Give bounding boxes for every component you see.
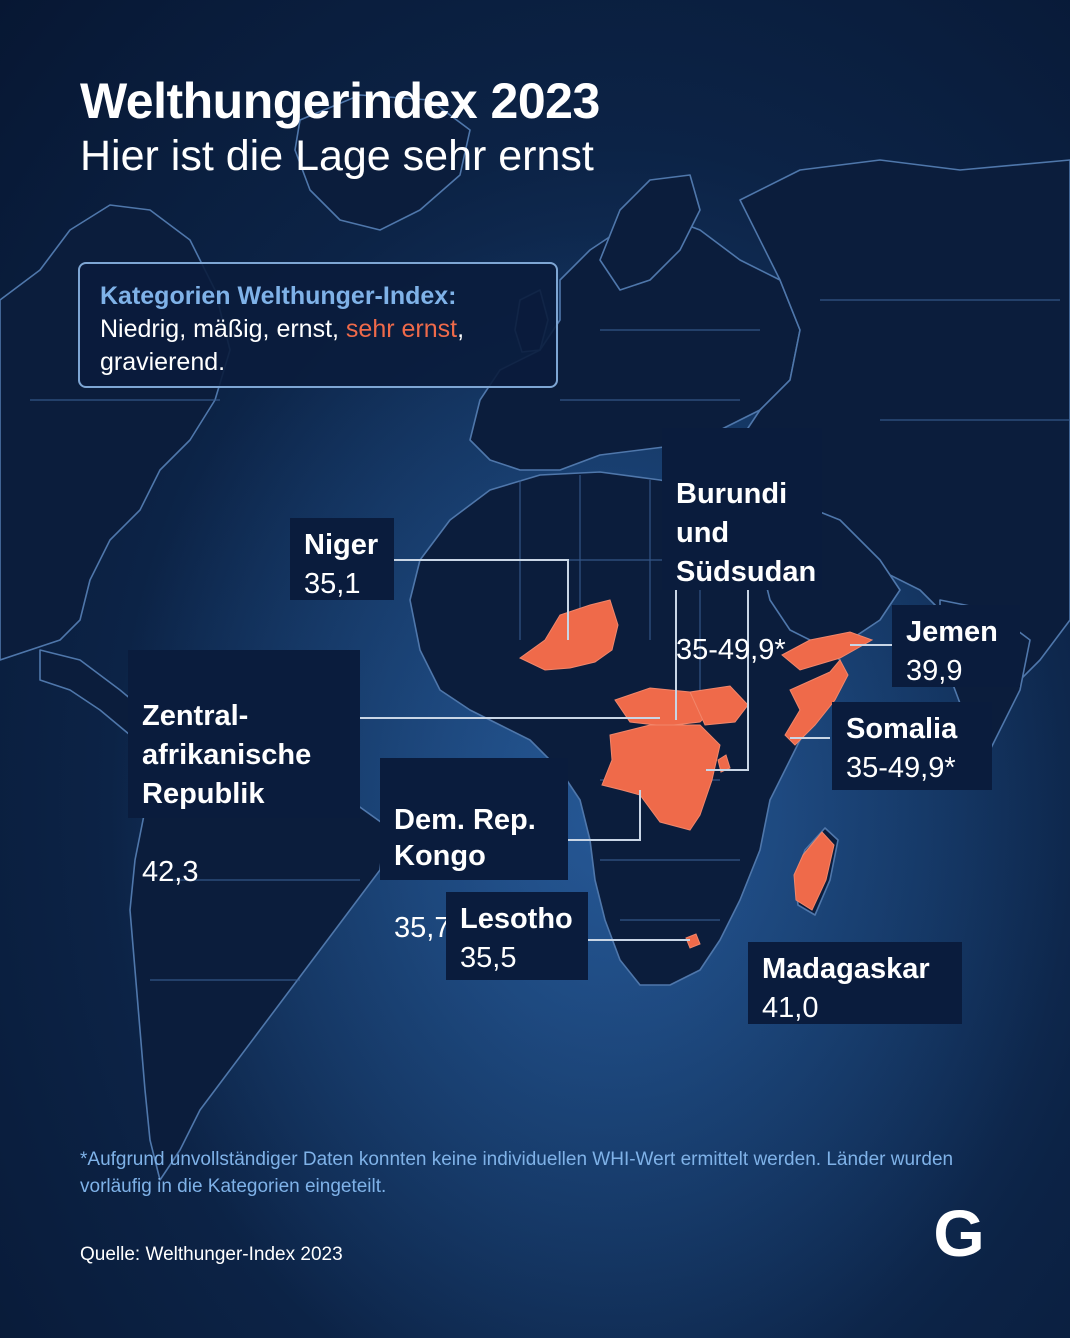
country-name: Madagaskar <box>762 953 930 985</box>
land-asia <box>739 159 1070 691</box>
legend-line-2: gravierend. <box>100 348 226 376</box>
label-somalia: Somalia 35-49,9* <box>832 702 992 790</box>
country-value: 35-49,9* <box>846 752 956 784</box>
legend-comma: , <box>457 315 465 343</box>
country-value: 35-49,9* <box>676 634 786 666</box>
country-lesotho <box>685 933 701 949</box>
label-jemen: Jemen 39,9 <box>892 605 1020 687</box>
footnote: *Aufgrund unvollständiger Daten konnten … <box>80 1149 954 1197</box>
country-south-sudan <box>689 685 749 726</box>
land-greenland <box>294 94 471 231</box>
label-lesotho: Lesotho 35,5 <box>446 892 588 980</box>
country-borders <box>30 299 1070 981</box>
label-burundi-suedsudan: Burundi und Südsudan 35-49,9* <box>662 428 822 666</box>
country-name: Zentral- afrikanische Republik <box>142 700 312 810</box>
country-value: 35,7 <box>394 912 451 944</box>
page-title: Welthungerindex 2023 <box>80 73 600 129</box>
logo-letter: G <box>933 1200 984 1266</box>
country-name: Dem. Rep. Kongo <box>394 804 536 872</box>
leader-burundi-suedsudan <box>706 590 749 771</box>
category-legend: Kategorien Welthunger-Index: Niedrig, mä… <box>78 262 558 388</box>
label-madagaskar: Madagaskar 41,0 <box>748 942 962 1024</box>
country-value: 35,1 <box>304 568 361 600</box>
source-note: Quelle: Welthunger-Index 2023 <box>80 1244 343 1265</box>
legend-heading: Kategorien Welthunger-Index: <box>100 282 457 310</box>
country-value: 42,3 <box>142 856 199 888</box>
country-name: Somalia <box>846 713 958 745</box>
land-scandinavia <box>599 174 701 291</box>
brand-logo: G <box>933 1200 984 1266</box>
label-niger: Niger 35,1 <box>290 518 394 600</box>
page-subtitle: Hier ist die Lage sehr ernst <box>80 132 594 180</box>
label-dem-rep-kongo: Dem. Rep. Kongo 35,7 <box>380 758 568 944</box>
country-value: 41,0 <box>762 992 819 1024</box>
country-name: Jemen <box>906 616 998 648</box>
country-name: Niger <box>304 529 379 561</box>
country-yemen <box>781 631 874 671</box>
country-madagascar <box>793 831 835 911</box>
country-somalia <box>784 659 849 746</box>
leader-niger <box>392 559 569 640</box>
country-value: 39,9 <box>906 655 963 687</box>
legend-line-1: Niedrig, mäßig, ernst, sehr ernst, <box>100 313 536 346</box>
country-burundi <box>717 754 731 773</box>
legend-text: Niedrig, mäßig, ernst, <box>100 315 346 343</box>
legend-highlight: sehr ernst <box>345 315 458 343</box>
country-dr-congo <box>601 724 721 831</box>
country-value: 35,5 <box>460 942 517 974</box>
country-name: Burundi und Südsudan <box>676 478 817 588</box>
label-zentralafrikanische-republik: Zentral- afrikanische Republik 42,3 <box>128 650 360 888</box>
country-name: Lesotho <box>460 903 573 935</box>
